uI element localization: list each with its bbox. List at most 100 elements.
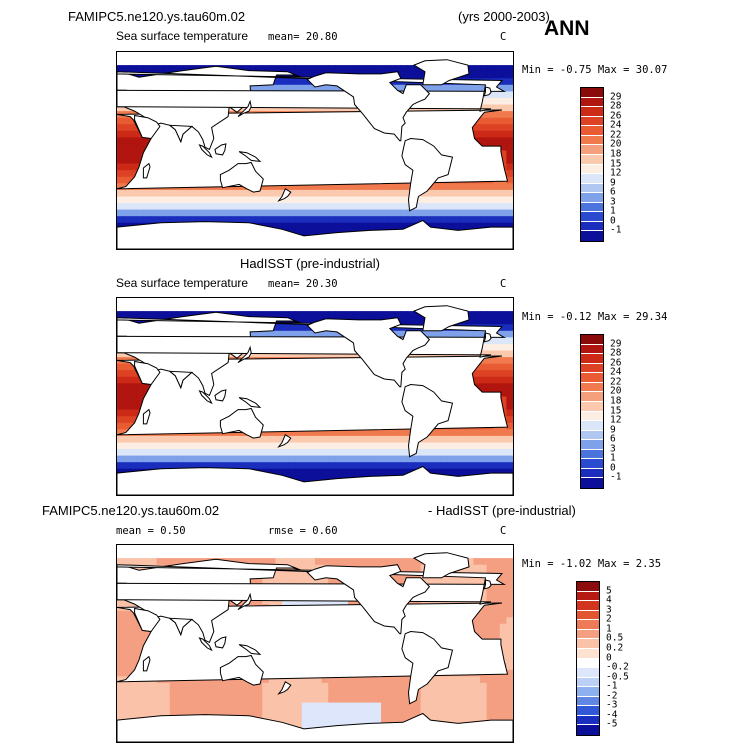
panel2-land: [117, 305, 513, 495]
colorbar-swatch: [581, 354, 603, 364]
panel1-units: C: [500, 31, 507, 43]
colorbar-tick-label: 0.2: [606, 642, 624, 654]
panel1-model-sst-map: [116, 51, 514, 250]
continent-outline: [237, 345, 252, 364]
panel3-land: [117, 552, 513, 742]
colorbar-tick-label: 4: [606, 594, 612, 606]
continent-outline: [198, 637, 213, 652]
colorbar-swatch: [581, 468, 603, 479]
colorbar-swatch: [581, 116, 603, 127]
continent-outline: [401, 383, 454, 458]
panel2-obs-sst-map: [116, 297, 514, 496]
colorbar-tick-label: 28: [610, 347, 622, 359]
colorbar-swatch: [577, 706, 599, 716]
continent-outline: [134, 114, 161, 140]
colorbar-swatch: [581, 183, 603, 194]
colorbar-tick-label: 29: [610, 338, 622, 350]
colorbar-tick-label: 28: [610, 100, 622, 112]
continent-outline: [134, 360, 161, 386]
continent-outline: [214, 389, 227, 402]
colorbar-tick-label: 24: [610, 366, 622, 378]
continent-outline: [117, 465, 513, 495]
continent-outline: [306, 317, 431, 388]
colorbar-tick-label: 24: [610, 119, 622, 131]
continent-outline: [142, 162, 151, 179]
colorbar-tick-label: -3: [606, 699, 618, 711]
colorbar-swatch: [581, 193, 603, 203]
continent-outline: [306, 564, 431, 635]
colorbar-tick-label: 0: [610, 462, 616, 474]
panel1-mean: mean= 20.80: [268, 31, 338, 43]
colorbar-tick-label: 20: [610, 385, 622, 397]
panel1-colorbar: [580, 87, 604, 242]
continent-outline: [238, 397, 262, 409]
continent-outline: [219, 161, 264, 193]
continent-outline: [238, 151, 262, 163]
continent-outline: [198, 390, 213, 405]
panel2-variable: Sea surface temperature: [116, 276, 249, 290]
continent-outline: [412, 305, 470, 332]
colorbar-swatch: [581, 411, 603, 422]
colorbar-swatch: [577, 639, 599, 649]
continent-outline: [401, 630, 454, 705]
colorbar-tick-label: 20: [610, 138, 622, 150]
panel2-map-svg: [117, 305, 513, 495]
colorbar-tick-label: -1: [606, 680, 618, 692]
colorbar-swatch: [577, 610, 599, 621]
continent-outline: [142, 408, 151, 425]
colorbar-tick-label: 2: [606, 613, 612, 625]
continent-outline: [117, 712, 513, 742]
colorbar-swatch: [577, 582, 599, 592]
colorbar-tick-label: 15: [610, 405, 622, 416]
colorbar-swatch: [577, 620, 599, 630]
colorbar-swatch: [581, 126, 603, 136]
colorbar-tick-label: 1: [610, 452, 616, 464]
continent-outline: [277, 188, 292, 202]
continent-outline: [214, 143, 227, 156]
colorbar-tick-label: 6: [610, 186, 616, 198]
colorbar-swatch: [581, 154, 603, 165]
panel3-map-svg: [117, 552, 513, 742]
colorbar-swatch: [581, 164, 603, 175]
panel2-minmax: Min = -0.12 Max = 29.34: [522, 311, 668, 323]
years-label: (yrs 2000-2003): [458, 9, 550, 24]
panel3-title-left: FAMIPC5.ne120.ys.tau60m.02: [42, 503, 220, 518]
colorbar-swatch: [581, 335, 603, 345]
colorbar-tick-label: 1: [606, 623, 612, 635]
colorbar-swatch: [577, 658, 599, 669]
colorbar-tick-label: 22: [610, 376, 622, 388]
colorbar-swatch: [577, 725, 599, 735]
panel2-colorbar: [580, 334, 604, 489]
panel3-title-right: - HadISST (pre-industrial): [428, 503, 576, 518]
colorbar-swatch: [577, 629, 599, 640]
colorbar-tick-label: 9: [610, 177, 616, 189]
panel2-title: HadISST (pre-industrial): [240, 256, 380, 271]
colorbar-swatch: [581, 221, 603, 232]
colorbar-tick-label: -0.2: [606, 661, 629, 673]
continent-outline: [142, 655, 151, 672]
colorbar-swatch: [581, 231, 603, 241]
colorbar-swatch: [577, 668, 599, 678]
colorbar-tick-label: -2: [606, 690, 618, 702]
continent-outline: [401, 137, 454, 212]
colorbar-tick-label: -1: [610, 224, 622, 236]
continent-outline: [412, 59, 470, 86]
panel2-units: C: [500, 278, 507, 290]
panel3-mean: mean = 0.50: [116, 525, 186, 537]
colorbar-tick-label: 26: [610, 110, 622, 122]
continent-outline: [412, 552, 470, 579]
continent-outline: [483, 579, 492, 590]
colorbar-swatch: [581, 145, 603, 155]
colorbar-tick-label: 0.5: [606, 632, 624, 644]
continent-outline: [134, 607, 161, 633]
continent-outline: [219, 407, 264, 439]
colorbar-swatch: [581, 107, 603, 117]
colorbar-swatch: [577, 687, 599, 697]
colorbar-tick-label: 6: [610, 433, 616, 445]
continent-outline: [483, 86, 492, 97]
colorbar-tick-label: -4: [606, 709, 618, 721]
panel1-minmax: Min = -0.75 Max = 30.07: [522, 64, 668, 76]
colorbar-tick-label: 9: [610, 424, 616, 436]
colorbar-swatch: [581, 363, 603, 374]
continent-outline: [219, 654, 264, 686]
